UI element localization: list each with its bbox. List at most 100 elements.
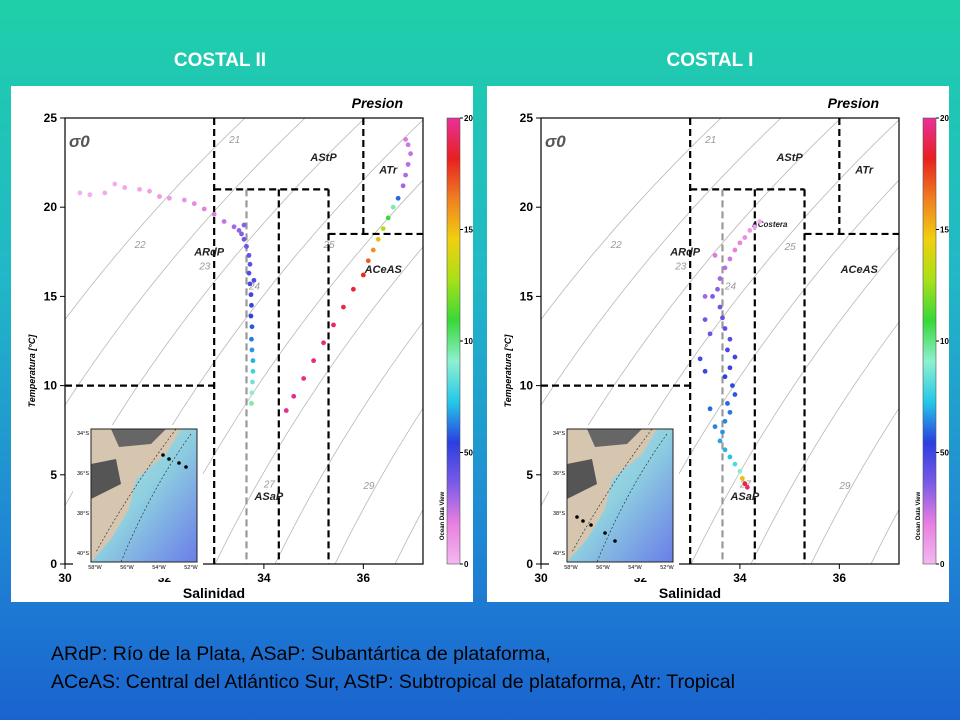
data-point <box>747 227 753 233</box>
data-point <box>405 142 411 148</box>
data-point <box>722 374 728 380</box>
y-tick-label: 0 <box>50 557 57 571</box>
y-tick-label: 25 <box>44 111 58 125</box>
data-point <box>722 265 728 271</box>
data-point <box>727 409 733 415</box>
data-point <box>167 195 172 201</box>
data-point <box>707 331 713 337</box>
data-point <box>727 365 733 371</box>
x-tick-label: 30 <box>58 571 72 585</box>
map-lon-label: 56°W <box>120 565 134 571</box>
map-station <box>603 531 607 535</box>
map-station <box>184 465 188 469</box>
data-point <box>715 286 720 292</box>
chart-title-costal-ii: COSTAL II <box>173 50 267 71</box>
map-frame <box>90 428 198 563</box>
plot-frame <box>540 117 900 565</box>
data-points <box>697 219 763 490</box>
colorbar-tick-label: 150 <box>464 226 473 235</box>
x-tick-label: 34 <box>257 571 271 585</box>
water-mass-label-ardp: ARdP <box>669 246 701 258</box>
x-tick-label: 36 <box>357 571 371 585</box>
isopycnal-curve <box>690 246 899 564</box>
map-isobath <box>120 433 192 562</box>
data-point <box>244 244 249 249</box>
ts-plot-costal-i: 21222324252729σ0AStPATrARdPACosteraACeAS… <box>503 95 949 601</box>
data-point <box>211 211 217 217</box>
water-mass-boxes <box>541 118 899 564</box>
colorbar-title: Presion <box>828 95 879 111</box>
isopycnal-label: 25 <box>784 242 797 253</box>
data-points <box>77 137 413 413</box>
map-lon-label: 58°W <box>564 565 578 571</box>
water-mass-label-atr: ATr <box>378 164 398 176</box>
data-point <box>717 276 723 281</box>
map-isobath <box>95 429 177 553</box>
map-lat-label: 36°S <box>77 471 89 477</box>
data-point <box>112 181 118 187</box>
data-point <box>732 392 738 397</box>
water-mass-legend: ARdP: Río de la Plata, ASaP: Subantártic… <box>51 640 931 696</box>
map-dark-land <box>91 459 121 499</box>
data-point <box>405 161 411 167</box>
water-mass-label-aceas: ACeAS <box>840 264 879 276</box>
colorbar-watermark: Ocean Data View <box>440 492 446 541</box>
map-station <box>613 539 617 543</box>
data-point <box>341 304 346 310</box>
data-point <box>102 190 108 196</box>
map-dark-land <box>587 429 642 447</box>
isopycnal-label: 22 <box>134 240 147 251</box>
ts-diagram-costal-i: 21222324252729σ0AStPATrARdPACosteraACeAS… <box>487 86 949 602</box>
data-point <box>241 236 247 242</box>
data-point <box>249 302 254 308</box>
data-point <box>757 219 763 224</box>
data-point <box>311 358 317 364</box>
y-axis-label: Temperatura [°C] <box>503 334 513 408</box>
data-point <box>712 252 718 258</box>
map-lat-label: 34°S <box>553 431 565 437</box>
colorbar-tick-label: 200 <box>464 114 473 123</box>
plot-frame <box>64 117 424 565</box>
map-lon-label: 52°W <box>660 565 674 571</box>
water-mass-boxes <box>65 118 423 564</box>
colorbar-title: Presion <box>352 95 403 111</box>
map-dark-land <box>567 459 597 499</box>
map-body <box>567 429 673 562</box>
map-isobath <box>571 429 653 553</box>
isopycnal-curve <box>65 118 246 321</box>
map-lat-label: 40°S <box>553 551 565 557</box>
data-point <box>248 292 254 298</box>
map-frame <box>566 428 674 563</box>
map-lat-label: 36°S <box>553 471 565 477</box>
isopycnal-label: 21 <box>228 135 240 146</box>
data-point <box>712 424 718 430</box>
data-point <box>246 270 252 276</box>
isopycnal-lines <box>541 118 899 564</box>
isopycnal-label: 24 <box>724 281 737 292</box>
data-point <box>732 247 738 253</box>
data-point <box>365 258 371 264</box>
colorbar-tick-label: 0 <box>940 560 945 569</box>
x-axis-label: Salinidad <box>659 585 721 601</box>
data-point <box>331 322 336 328</box>
data-point <box>236 227 242 233</box>
ts-diagram-costal-ii: 21222324252729σ0AStPATrARdPACeASASaP3032… <box>11 86 473 602</box>
data-point <box>720 429 725 435</box>
isopycnal-label: 29 <box>362 481 375 492</box>
water-mass-label-asap: ASaP <box>729 491 759 503</box>
y-tick-label: 20 <box>44 200 58 214</box>
map-lon-label: 58°W <box>88 565 102 571</box>
y-tick-label: 5 <box>50 468 57 482</box>
data-point <box>390 204 396 210</box>
data-point <box>301 376 307 381</box>
data-point <box>722 447 728 453</box>
map-lat-label: 40°S <box>77 551 89 557</box>
data-point <box>350 286 356 292</box>
data-point <box>251 277 257 283</box>
x-tick-label: 34 <box>733 571 747 585</box>
data-point <box>403 137 408 142</box>
y-axis-label: Temperatura [°C] <box>27 334 37 408</box>
data-point <box>702 294 708 299</box>
x-axis-label: Salinidad <box>183 585 245 601</box>
map-station <box>167 457 171 461</box>
